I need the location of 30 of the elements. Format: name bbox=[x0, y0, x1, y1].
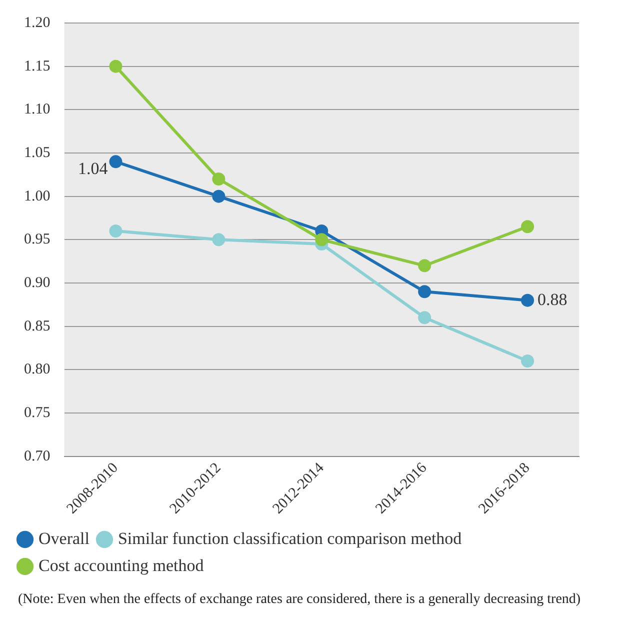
point bbox=[109, 60, 122, 73]
point bbox=[212, 172, 226, 186]
text: (Note: Even when the effects of exchange rates are considered, there is a generally decreasing trend) bbox=[18, 591, 582, 609]
point bbox=[418, 285, 432, 298]
point bbox=[521, 220, 534, 234]
data-label: 0.88 bbox=[538, 290, 568, 309]
point bbox=[418, 259, 432, 272]
y-tick-label: 0.70 bbox=[24, 448, 50, 464]
point bbox=[109, 155, 122, 168]
y-tick-label: 0.85 bbox=[24, 318, 50, 334]
point bbox=[521, 294, 534, 307]
y-tick-label: 1.20 bbox=[24, 14, 50, 31]
point bbox=[418, 311, 432, 324]
y-tick-label: 1.05 bbox=[24, 144, 50, 161]
legend-label: Cost accounting method bbox=[38, 556, 204, 575]
point bbox=[109, 224, 122, 238]
point bbox=[521, 354, 534, 368]
legend-label: Similar function classification comparison method bbox=[118, 528, 462, 548]
y-tick-label: 0.75 bbox=[24, 404, 50, 421]
legend-label: Overall bbox=[38, 528, 90, 548]
point bbox=[315, 233, 328, 246]
y-tick-label: 1.15 bbox=[24, 58, 50, 74]
point bbox=[212, 233, 226, 246]
y-tick-label: 1.00 bbox=[24, 188, 50, 204]
y-tick-label: 0.90 bbox=[24, 274, 50, 291]
point bbox=[212, 190, 226, 203]
y-tick-label: 1.10 bbox=[24, 102, 50, 118]
y-tick-label: 0.80 bbox=[24, 362, 50, 378]
data-label: 1.04 bbox=[78, 159, 108, 178]
y-tick-label: 0.95 bbox=[24, 232, 50, 248]
